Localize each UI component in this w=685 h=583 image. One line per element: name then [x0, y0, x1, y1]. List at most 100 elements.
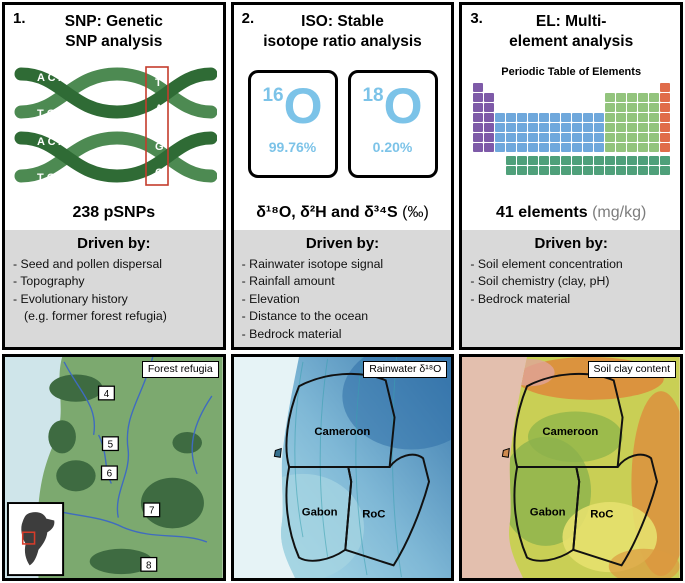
dna-letters: T G T: [37, 172, 65, 184]
dna-snp-letter: C: [155, 167, 163, 179]
map-label: Forest refugia: [141, 361, 219, 378]
study-area-highlight: [21, 531, 36, 545]
panel-snp-column: 1. SNP: Genetic SNP analysis A C A T G T…: [2, 2, 226, 581]
driven-by-title: Driven by:: [77, 235, 151, 252]
driver-item: - Bedrock material: [470, 291, 571, 306]
country-label: Cameroon: [314, 426, 370, 438]
isotope-box-18O: 18O 0.20%: [347, 70, 438, 178]
driven-by-title: Driven by:: [534, 235, 608, 252]
dna-illustration: A C A T G T T A A C A T G T G C: [5, 62, 223, 200]
stat-main: 41 elements: [496, 204, 588, 221]
country-label: RoC: [591, 509, 614, 521]
panel-snp-header: 1. SNP: Genetic SNP analysis: [5, 5, 223, 62]
stat-suffix: (mg/kg): [592, 204, 647, 221]
refugium-number: 5: [108, 440, 114, 451]
isotope-abundance: 99.76%: [268, 139, 317, 155]
cameroon-border: [285, 372, 396, 468]
driven-by-box: Driven by: - Rainwater isotope signal - …: [233, 230, 452, 348]
dna-snp-letter: G: [155, 141, 164, 153]
rainwater-map-graphic: Cameroon Gabon RoC: [233, 357, 452, 578]
country-labels: Cameroon Gabon RoC: [301, 426, 385, 521]
country-labels: Cameroon Gabon RoC: [530, 426, 614, 521]
country-borders: [513, 372, 659, 567]
driver-item: - Soil element concentration: [470, 257, 623, 271]
refugia-marker: 8: [140, 556, 158, 572]
periodic-table-illustration: Periodic Table of Elements: [462, 62, 680, 200]
driven-by-box: Driven by: - Seed and pollen dispersal -…: [5, 230, 223, 347]
panel-stat: 41 elements (mg/kg): [462, 200, 680, 230]
stat-main: δ¹⁸O, δ²H and δ³⁴S: [256, 204, 398, 221]
refugium-number: 6: [107, 469, 113, 480]
refugia-marker: 6: [100, 465, 118, 481]
panel-title: SNP: Genetic SNP analysis: [5, 12, 223, 52]
map-forest-refugia: 4 5 6 7 8 Forest refugia: [2, 354, 226, 581]
stat-suffix: (‰): [402, 204, 429, 221]
driver-item: - Rainwater isotope signal: [241, 257, 384, 271]
driver-item: - Rainfall amount: [241, 274, 335, 289]
panel-iso: 2. ISO: Stable isotope ratio analysis 16…: [230, 2, 455, 350]
gabon-border: [285, 466, 352, 562]
gabon-border: [513, 466, 581, 562]
driver-item: - Distance to the ocean: [241, 309, 369, 324]
isotope-symbol: O: [383, 78, 423, 134]
panel-number: 2.: [241, 10, 255, 27]
driver-item: - Seed and pollen dispersal: [13, 257, 163, 271]
country-label: Gabon: [301, 507, 337, 519]
isotope-symbol: O: [283, 78, 323, 134]
refugia-marker: 7: [143, 502, 161, 518]
roc-border: [572, 453, 659, 567]
island-shape: [502, 447, 511, 458]
stat-main: 238 pSNPs: [72, 204, 156, 221]
map-soil-clay: Cameroon Gabon RoC Soil clay content: [459, 354, 684, 581]
panel-title-line2: element analysis: [509, 33, 634, 51]
country-label: RoC: [362, 509, 385, 521]
dna-letters: A C A: [37, 136, 66, 148]
panel-stat: 238 pSNPs: [5, 200, 223, 230]
panel-title: EL: Multi- element analysis: [462, 12, 680, 52]
driver-item: - Topography: [13, 274, 85, 289]
africa-inset: [6, 502, 65, 577]
dna-letters: A C A: [37, 72, 66, 84]
driven-by-box: Driven by: - Soil element concentration …: [462, 230, 681, 347]
africa-silhouette: [21, 512, 55, 566]
isotope-box-16O: 16O 99.76%: [247, 70, 338, 178]
map-label: Rainwater δ¹⁸O: [363, 361, 448, 378]
panel-title-line1: ISO: Stable: [301, 13, 384, 30]
dna-snp-letter: T: [155, 77, 162, 89]
panel-title-line2: isotope ratio analysis: [263, 33, 422, 51]
country-label: Gabon: [530, 507, 566, 519]
refugium-number: 7: [149, 506, 154, 517]
panel-stat: δ¹⁸O, δ²H and δ³⁴S (‰): [234, 200, 452, 230]
refugia-markers: 4 5 6 7 8: [97, 385, 161, 572]
driver-item: (e.g. former forest refugia): [24, 309, 167, 324]
refugium-number: 8: [146, 560, 152, 571]
panel-title-line1: EL: Multi-: [535, 13, 607, 30]
map-rainwater-d18o: Cameroon Gabon RoC Rainwater δ¹⁸O: [230, 354, 455, 581]
driver-item: - Bedrock material: [241, 326, 342, 341]
refugia-marker: 5: [101, 436, 119, 452]
panel-snp: 1. SNP: Genetic SNP analysis A C A T G T…: [2, 2, 226, 350]
dna-helix-graphic: A C A T G T T A A C A T G T G C: [14, 66, 217, 186]
roc-border: [343, 453, 430, 567]
driver-item: - Evolutionary history: [13, 291, 128, 306]
country-label: Cameroon: [543, 426, 599, 438]
isotope-abundance: 0.20%: [372, 139, 413, 155]
driven-by-title: Driven by:: [305, 235, 380, 252]
panel-title: ISO: Stable isotope ratio analysis: [234, 12, 452, 52]
refugia-marker: 4: [97, 385, 115, 401]
driver-item: - Soil chemistry (clay, pH): [470, 274, 610, 289]
panel-el: 3. EL: Multi- element analysis Periodic …: [459, 2, 684, 350]
refugium-number: 4: [104, 389, 110, 400]
isoline-contours: [293, 357, 402, 578]
periodic-table-heading: Periodic Table of Elements: [501, 66, 642, 78]
panel-number: 1.: [13, 10, 26, 27]
forest-refugia-map-graphic: 4 5 6 7 8: [5, 357, 223, 578]
island-shape: [273, 447, 282, 458]
panel-iso-column: 2. ISO: Stable isotope ratio analysis 16…: [230, 2, 455, 581]
panel-el-column: 3. EL: Multi- element analysis Periodic …: [459, 2, 684, 581]
country-borders: [285, 372, 430, 567]
snp-highlight-box: [145, 66, 169, 186]
panel-iso-header: 2. ISO: Stable isotope ratio analysis: [234, 5, 452, 62]
panel-el-header: 3. EL: Multi- element analysis: [462, 5, 680, 62]
